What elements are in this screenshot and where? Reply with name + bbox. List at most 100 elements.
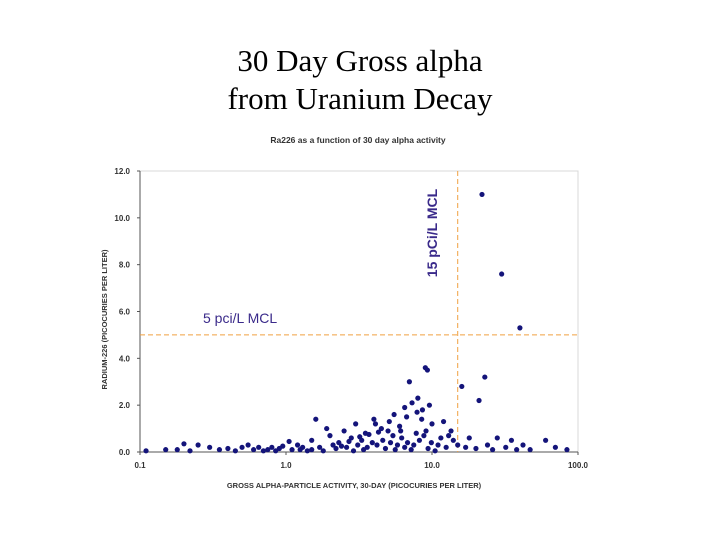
data-point [371, 416, 377, 422]
data-point [482, 374, 488, 380]
data-point [411, 442, 417, 448]
data-point [385, 428, 391, 434]
chart-title: Ra226 as a function of 30 day alpha acti… [270, 135, 446, 145]
data-point [489, 447, 496, 453]
data-point [216, 447, 223, 453]
data-point [251, 447, 257, 453]
slide-title-line2: from Uranium Decay [227, 81, 493, 116]
data-point [398, 428, 404, 434]
data-point [421, 433, 427, 439]
data-point [346, 438, 352, 445]
slide-title: 30 Day Gross alpha from Uranium Decay [0, 42, 720, 118]
data-point [408, 447, 414, 453]
data-point [181, 441, 187, 447]
data-point [428, 440, 434, 446]
data-point [406, 379, 412, 385]
data-point [424, 367, 430, 373]
data-point [174, 447, 180, 453]
data-point [443, 444, 449, 450]
data-point [404, 414, 410, 420]
data-point [390, 433, 396, 439]
data-point [320, 448, 326, 454]
mcl-15-annotation: 15 pCi/L MCL [424, 188, 440, 278]
data-point [543, 437, 549, 443]
data-point [269, 444, 275, 450]
data-point [382, 445, 389, 452]
data-point [391, 411, 397, 418]
y-tick-label: 8.0 [119, 261, 131, 270]
data-point [466, 435, 472, 441]
data-point [459, 383, 465, 390]
data-point [409, 400, 415, 406]
data-point [225, 445, 231, 452]
data-point [397, 423, 403, 429]
data-point [350, 448, 357, 454]
data-point [309, 447, 315, 453]
data-point [426, 402, 433, 408]
data-point [286, 438, 292, 445]
data-point [425, 445, 431, 452]
mcl-5-annotation: 5 pci/L MCL [203, 310, 278, 326]
y-tick-label: 4.0 [119, 354, 131, 363]
data-point [448, 428, 454, 434]
data-point [392, 447, 398, 453]
data-point [473, 445, 479, 452]
data-point [369, 440, 375, 446]
data-point [330, 442, 336, 448]
data-point [343, 444, 350, 450]
data-point [187, 448, 193, 454]
data-point [317, 444, 323, 450]
data-point [455, 442, 461, 448]
data-point [552, 444, 558, 450]
data-point [419, 407, 426, 413]
y-tick-label: 0.0 [119, 448, 131, 457]
data-point [564, 447, 570, 453]
data-point [476, 397, 482, 404]
data-point [207, 444, 213, 450]
slide-title-line1: 30 Day Gross alpha [237, 43, 483, 78]
data-point [415, 395, 421, 401]
data-point [327, 433, 333, 439]
data-point [402, 404, 408, 411]
y-axis-label: RADIUM-226 (PICOCURIES PER LITER) [100, 249, 109, 390]
data-point [245, 442, 251, 448]
data-point [440, 418, 447, 425]
data-point [416, 437, 423, 443]
data-point [435, 442, 441, 448]
data-point [413, 430, 419, 436]
data-point [503, 444, 509, 450]
data-point [446, 433, 452, 439]
data-point [324, 425, 330, 432]
data-point [143, 448, 149, 454]
data-point [387, 440, 394, 446]
data-point [429, 421, 435, 427]
data-point [499, 271, 505, 277]
data-point [414, 409, 420, 415]
data-point [419, 416, 425, 422]
data-point [163, 447, 169, 453]
data-point [260, 448, 266, 454]
data-point [289, 447, 295, 453]
data-point [479, 191, 485, 198]
data-point [386, 418, 392, 425]
data-point [273, 448, 279, 454]
data-point [309, 437, 315, 443]
data-point [423, 428, 429, 434]
x-tick-label: 0.1 [134, 461, 146, 470]
data-point [394, 442, 401, 448]
data-point [357, 434, 363, 440]
data-point [399, 435, 405, 441]
data-point [378, 425, 384, 432]
y-tick-label: 2.0 [119, 401, 131, 410]
data-point [341, 428, 347, 434]
data-point [313, 416, 319, 422]
data-point [353, 421, 359, 427]
data-point [520, 442, 526, 448]
data-point [366, 431, 372, 438]
data-point [374, 442, 380, 448]
data-point [484, 442, 491, 448]
data-point [355, 442, 361, 448]
x-tick-label: 1.0 [280, 461, 292, 470]
data-point [527, 447, 533, 453]
